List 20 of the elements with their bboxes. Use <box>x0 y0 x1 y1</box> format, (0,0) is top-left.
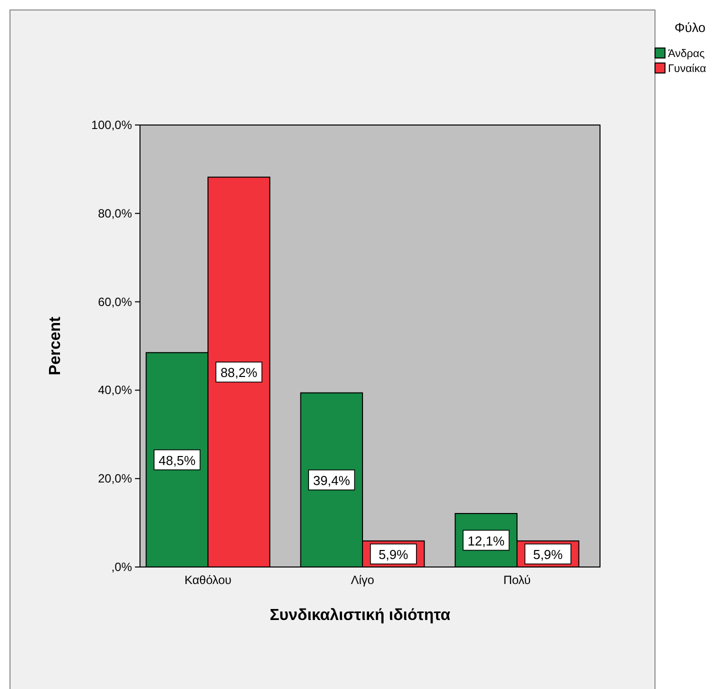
data-label: 5,9% <box>533 546 564 562</box>
x-tick-label: Πολύ <box>503 573 531 587</box>
data-label: 5,9% <box>378 546 409 562</box>
y-tick-label: 60,0% <box>98 294 132 309</box>
legend-title: Φύλο <box>674 20 706 35</box>
x-tick-label: Καθόλου <box>184 573 232 587</box>
y-tick-label: 80,0% <box>98 206 132 220</box>
y-axis-title: Percent <box>47 316 64 376</box>
y-tick-label: 20,0% <box>98 472 132 486</box>
y-tick-label: 40,0% <box>98 383 132 398</box>
data-label: 88,2% <box>220 365 258 380</box>
y-tick-label: ,0% <box>111 560 132 574</box>
x-tick-label: Λίγο <box>350 573 374 587</box>
data-label: 48,5% <box>158 452 196 468</box>
data-label: 39,4% <box>313 472 350 488</box>
x-axis-title: Συνδικαλιστική ιδιότητα <box>270 607 450 624</box>
data-label: 12,1% <box>468 533 505 548</box>
y-tick-label: 100,0% <box>91 118 132 132</box>
legend-label: Άνδρας <box>668 48 705 60</box>
legend-label: Γυναίκα <box>668 63 707 75</box>
